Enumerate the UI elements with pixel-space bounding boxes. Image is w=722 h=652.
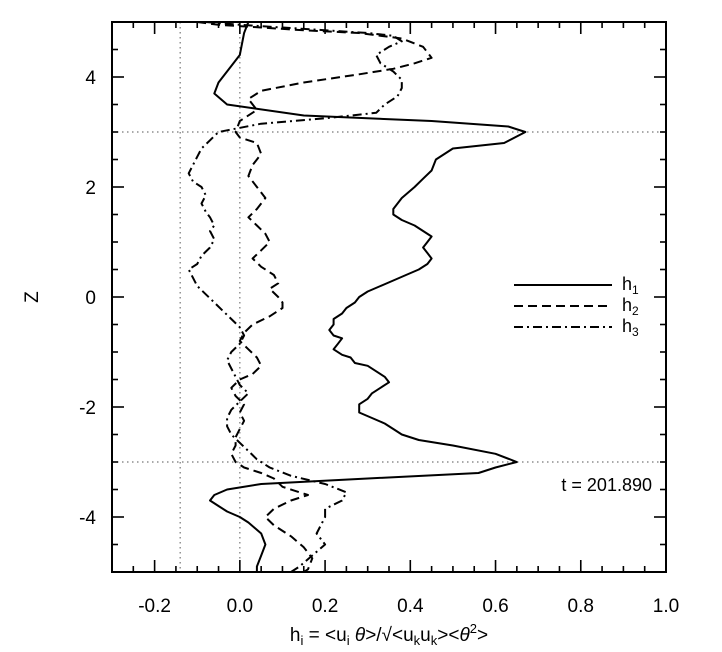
time-annotation: t = 201.890 bbox=[561, 475, 652, 495]
legend-label-h1: h1 bbox=[622, 274, 639, 297]
x-tick-label: -0.2 bbox=[138, 596, 171, 617]
y-tick-label: -2 bbox=[79, 398, 96, 419]
series-line-h2 bbox=[197, 21, 433, 573]
xlabel-sub: k bbox=[431, 633, 438, 648]
xlabel-part: = <u bbox=[303, 625, 346, 646]
xlabel-part: > bbox=[477, 625, 488, 646]
x-tick-label: 1.0 bbox=[653, 596, 679, 617]
legend-label-base: h bbox=[622, 316, 632, 336]
xlabel-part: u bbox=[420, 625, 431, 646]
legend-label-sub: 2 bbox=[632, 304, 639, 318]
x-tick-label: 0.6 bbox=[482, 596, 508, 617]
x-tick-label: 0.8 bbox=[568, 596, 594, 617]
y-axis-ticks: -4 -2 0 2 4 bbox=[79, 21, 666, 573]
xlabel-sub: i bbox=[347, 633, 350, 648]
xlabel-part: θ bbox=[350, 625, 366, 646]
xlabel-part: >/√<u bbox=[365, 625, 413, 646]
legend-label-h3: h3 bbox=[622, 316, 639, 339]
legend-label-base: h bbox=[622, 274, 632, 294]
xlabel-part: θ bbox=[459, 625, 470, 646]
xlabel-part: >< bbox=[437, 625, 459, 646]
y-tick-label: 0 bbox=[85, 288, 96, 309]
y-tick-label: 4 bbox=[85, 68, 96, 89]
xlabel-sub: k bbox=[414, 633, 421, 648]
x-tick-label: 0.4 bbox=[397, 596, 424, 617]
y-tick-label: 2 bbox=[85, 178, 96, 199]
x-axis-label: hi = <ui θ>/√<ukuk><θ2> bbox=[290, 621, 488, 648]
series-line-h3 bbox=[187, 21, 403, 573]
xlabel-sup: 2 bbox=[470, 621, 477, 636]
x-axis-ticks: -0.2 0.0 0.2 0.4 0.6 0.8 1.0 bbox=[111, 22, 679, 617]
xlabel-part: h bbox=[290, 625, 301, 646]
xlabel-sub: i bbox=[300, 633, 303, 648]
series-lines bbox=[187, 21, 527, 573]
x-tick-label: 0.2 bbox=[312, 596, 338, 617]
y-axis-label: Z bbox=[22, 291, 43, 303]
y-tick-label: -4 bbox=[79, 508, 96, 529]
x-tick-label: 0.0 bbox=[227, 596, 253, 617]
legend-label-sub: 3 bbox=[632, 325, 639, 339]
reference-lines bbox=[112, 22, 666, 572]
legend-label-sub: 1 bbox=[632, 283, 639, 297]
legend-label-h2: h2 bbox=[622, 295, 639, 318]
series-line-h1 bbox=[209, 21, 527, 572]
legend-label-base: h bbox=[622, 295, 632, 315]
